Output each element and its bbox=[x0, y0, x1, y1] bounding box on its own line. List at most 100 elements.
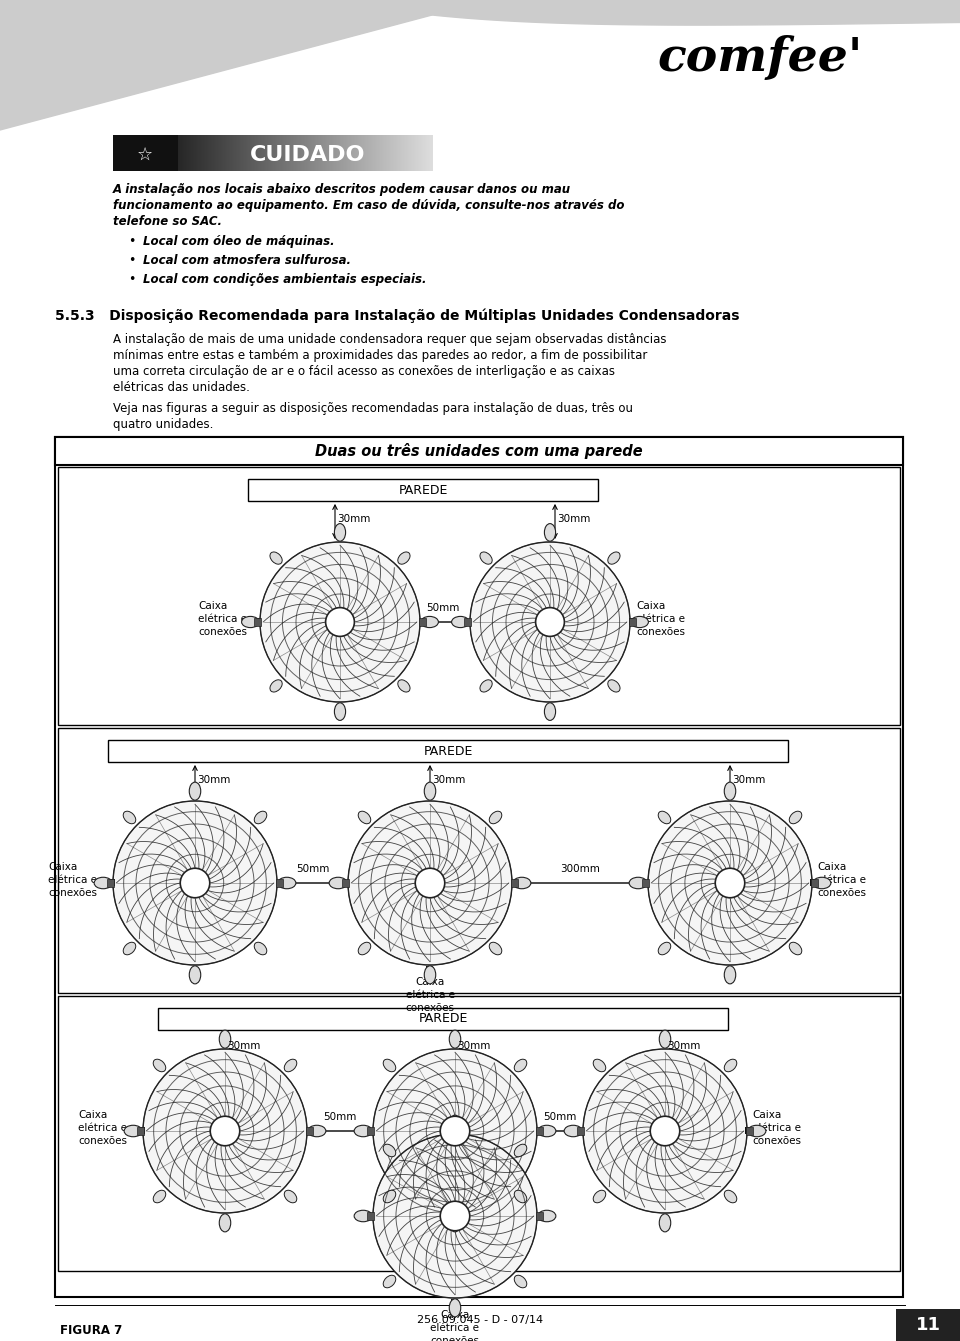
Ellipse shape bbox=[724, 966, 735, 984]
Bar bbox=[208, 135, 209, 172]
Ellipse shape bbox=[513, 877, 531, 889]
Ellipse shape bbox=[254, 943, 267, 955]
Ellipse shape bbox=[515, 1059, 527, 1071]
Bar bbox=[339, 135, 340, 172]
Bar bbox=[194, 135, 195, 172]
Ellipse shape bbox=[480, 680, 492, 692]
Bar bbox=[345, 135, 347, 172]
Ellipse shape bbox=[420, 617, 439, 628]
Text: •: • bbox=[128, 253, 135, 267]
Bar bbox=[412, 135, 413, 172]
Bar bbox=[293, 135, 294, 172]
Text: PAREDE: PAREDE bbox=[419, 1012, 468, 1026]
Bar bbox=[347, 135, 348, 172]
Text: Caixa
elétrica e
conexões: Caixa elétrica e conexões bbox=[405, 978, 454, 1014]
Bar bbox=[418, 135, 420, 172]
Bar bbox=[338, 135, 339, 172]
Bar bbox=[413, 135, 414, 172]
Ellipse shape bbox=[659, 943, 671, 955]
Bar bbox=[363, 135, 364, 172]
Bar bbox=[202, 135, 204, 172]
Ellipse shape bbox=[544, 703, 556, 720]
Bar bbox=[233, 135, 234, 172]
Ellipse shape bbox=[449, 1299, 461, 1317]
Bar bbox=[242, 135, 243, 172]
Bar bbox=[392, 135, 394, 172]
Bar bbox=[387, 135, 388, 172]
Bar bbox=[410, 135, 411, 172]
Bar bbox=[420, 618, 425, 626]
Bar bbox=[219, 135, 220, 172]
Ellipse shape bbox=[538, 1211, 556, 1222]
Circle shape bbox=[583, 1049, 747, 1214]
Bar bbox=[277, 135, 278, 172]
Bar bbox=[313, 135, 314, 172]
Bar bbox=[343, 135, 345, 172]
Bar bbox=[254, 135, 255, 172]
Text: Caixa
elétrica e
conexões: Caixa elétrica e conexões bbox=[78, 1110, 127, 1147]
Bar bbox=[417, 135, 419, 172]
Ellipse shape bbox=[629, 877, 647, 889]
Bar bbox=[537, 1212, 542, 1220]
Bar bbox=[243, 135, 244, 172]
Bar bbox=[577, 1126, 584, 1134]
Bar bbox=[281, 135, 282, 172]
Bar bbox=[426, 966, 433, 974]
Ellipse shape bbox=[270, 680, 282, 692]
Bar bbox=[284, 135, 285, 172]
Bar bbox=[325, 135, 326, 172]
Bar bbox=[317, 135, 318, 172]
Bar bbox=[234, 135, 235, 172]
Bar bbox=[337, 135, 338, 172]
Bar bbox=[364, 135, 365, 172]
Ellipse shape bbox=[189, 782, 201, 801]
Bar bbox=[360, 135, 361, 172]
Bar bbox=[288, 135, 289, 172]
Bar bbox=[315, 135, 316, 172]
Ellipse shape bbox=[449, 1116, 461, 1133]
Bar bbox=[379, 135, 380, 172]
Ellipse shape bbox=[564, 1125, 582, 1137]
Ellipse shape bbox=[358, 943, 371, 955]
Text: Local com atmosfera sulfurosa.: Local com atmosfera sulfurosa. bbox=[143, 253, 351, 267]
Bar bbox=[411, 135, 412, 172]
Bar bbox=[430, 135, 431, 172]
Bar bbox=[331, 135, 332, 172]
Bar bbox=[304, 135, 305, 172]
Ellipse shape bbox=[480, 552, 492, 565]
Bar bbox=[264, 135, 265, 172]
Ellipse shape bbox=[593, 1191, 606, 1203]
Bar bbox=[205, 135, 206, 172]
Bar bbox=[258, 135, 259, 172]
Bar bbox=[241, 135, 242, 172]
Bar bbox=[400, 135, 401, 172]
Ellipse shape bbox=[254, 811, 267, 823]
Ellipse shape bbox=[383, 1144, 396, 1157]
Bar bbox=[367, 135, 369, 172]
Bar bbox=[385, 135, 386, 172]
Bar bbox=[55, 437, 903, 1297]
Circle shape bbox=[650, 1116, 680, 1145]
Text: PAREDE: PAREDE bbox=[398, 484, 447, 496]
Bar bbox=[211, 135, 212, 172]
Bar bbox=[212, 135, 213, 172]
Ellipse shape bbox=[383, 1059, 396, 1071]
Ellipse shape bbox=[219, 1030, 230, 1049]
Ellipse shape bbox=[334, 523, 346, 542]
Bar bbox=[265, 135, 266, 172]
Circle shape bbox=[143, 1049, 307, 1214]
Text: funcionamento ao equipamento. Em caso de dúvida, consulte-nos através do: funcionamento ao equipamento. Em caso de… bbox=[113, 198, 625, 212]
Bar bbox=[377, 135, 378, 172]
Bar bbox=[261, 135, 262, 172]
Bar bbox=[221, 135, 222, 172]
Ellipse shape bbox=[593, 1059, 606, 1071]
Bar bbox=[200, 135, 202, 172]
Bar bbox=[431, 135, 432, 172]
Text: A instalação de mais de uma unidade condensadora requer que sejam observadas dis: A instalação de mais de uma unidade cond… bbox=[113, 333, 666, 346]
Bar bbox=[362, 135, 363, 172]
Bar bbox=[185, 135, 186, 172]
Bar bbox=[180, 135, 181, 172]
Ellipse shape bbox=[383, 1275, 396, 1287]
Ellipse shape bbox=[270, 552, 282, 565]
Bar bbox=[214, 135, 215, 172]
